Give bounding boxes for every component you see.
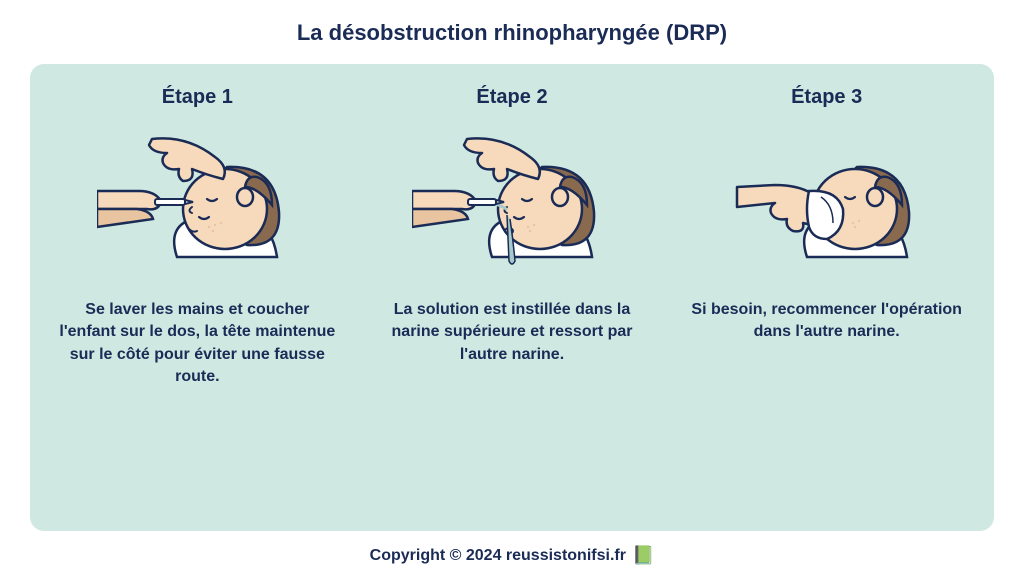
step-2-illustration: [412, 127, 612, 277]
copyright-text: Copyright © 2024 reussistonifsi.fr: [370, 547, 626, 565]
step-3: Étape 3: [669, 86, 984, 507]
step-2: Étape 2: [355, 86, 670, 507]
copyright-footer: Copyright © 2024 reussistonifsi.fr 📗: [370, 545, 655, 566]
step-1: Étape 1: [40, 86, 355, 507]
step-2-title: Étape 2: [476, 86, 547, 109]
steps-panel: Étape 1: [30, 64, 994, 531]
step-3-desc: Si besoin, recommencer l'opération dans …: [687, 299, 966, 344]
book-icon: 📗: [632, 545, 654, 566]
step-2-desc: La solution est instillée dans la narine…: [373, 299, 652, 366]
step-3-title: Étape 3: [791, 86, 862, 109]
step-1-title: Étape 1: [162, 86, 233, 109]
step-3-illustration: [727, 127, 927, 277]
step-1-desc: Se laver les mains et coucher l'enfant s…: [58, 299, 337, 389]
step-1-illustration: [97, 127, 297, 277]
page-title: La désobstruction rhinopharyngée (DRP): [297, 20, 727, 46]
